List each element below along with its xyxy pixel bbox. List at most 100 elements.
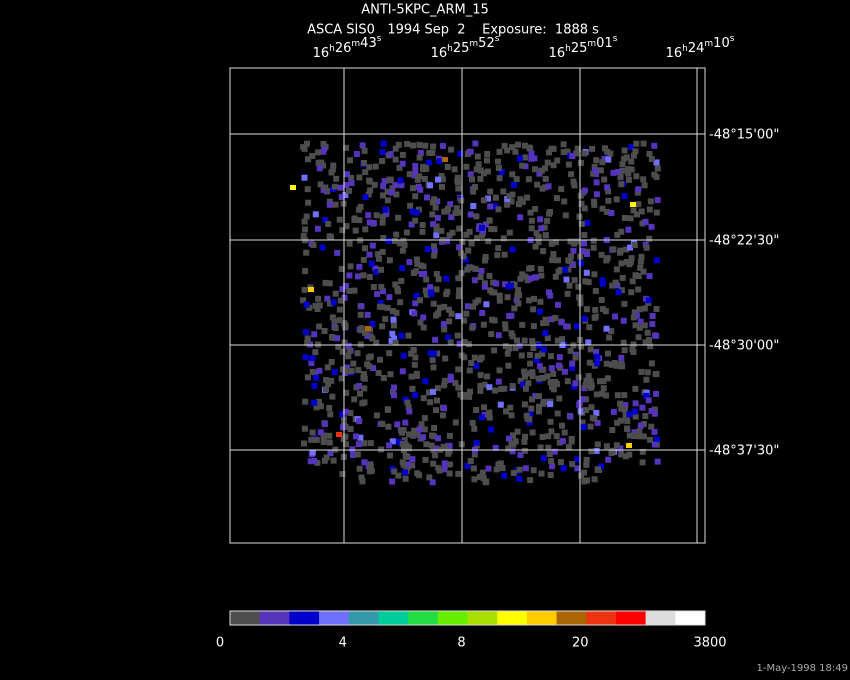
sky-pixel <box>493 466 500 473</box>
sky-pixel <box>359 142 366 149</box>
sky-pixel <box>628 255 635 262</box>
sky-pixel <box>392 339 399 346</box>
sky-pixel <box>645 397 652 404</box>
sky-pixel <box>305 199 312 206</box>
sky-pixel <box>518 352 525 359</box>
sky-pixel <box>389 308 396 315</box>
sky-pixel <box>343 389 350 396</box>
sky-pixel <box>422 287 429 294</box>
sky-pixel <box>588 448 595 455</box>
sky-pixel <box>365 191 372 198</box>
sky-pixel <box>535 408 542 415</box>
sky-pixel <box>396 240 403 247</box>
sky-pixel <box>389 478 396 485</box>
sky-pixel <box>362 194 369 201</box>
sky-pixel <box>400 237 407 244</box>
sky-pixel <box>430 460 437 467</box>
sky-pixel <box>485 195 491 202</box>
sky-pixel <box>461 339 468 345</box>
sky-pixel <box>620 339 627 346</box>
sky-pixel <box>611 360 618 366</box>
sky-pixel <box>488 331 495 338</box>
sky-pixel <box>326 280 333 287</box>
sky-pixel <box>636 306 643 313</box>
sky-pixel <box>503 408 509 415</box>
sky-pixel <box>343 144 350 151</box>
sky-pixel <box>565 257 572 264</box>
sky-pixel <box>352 433 359 440</box>
sky-pixel <box>373 339 380 346</box>
sky-pixel <box>328 359 335 365</box>
sky-pixel <box>321 457 328 464</box>
sky-pixel <box>420 166 427 173</box>
colorbar-swatch <box>467 611 498 625</box>
sky-pixel <box>381 178 388 185</box>
sky-pixel <box>541 224 548 231</box>
sky-pixel <box>585 373 592 380</box>
sky-pixel <box>489 289 496 296</box>
sky-pixel <box>441 377 448 384</box>
ra-label: 16h24m10s <box>666 34 735 61</box>
sky-pixel <box>562 212 569 219</box>
sky-pixel <box>537 266 544 272</box>
sky-pixel <box>473 166 480 173</box>
sky-pixel <box>533 230 540 237</box>
sky-pixel <box>467 458 474 464</box>
sky-pixel <box>456 287 463 294</box>
sky-pixel <box>395 288 401 295</box>
sky-pixel <box>420 314 427 321</box>
sky-pixel <box>423 291 430 298</box>
sky-pixel <box>605 197 612 204</box>
sky-pixel <box>434 350 441 357</box>
sky-pixel <box>530 323 537 330</box>
ra-label: 16h26m43s <box>313 34 382 61</box>
sky-pixel <box>361 440 368 447</box>
sky-pixel <box>389 185 396 192</box>
sky-pixel <box>618 228 625 235</box>
colorbar-swatch <box>259 611 290 625</box>
sky-pixel <box>564 378 571 385</box>
sky-pixel <box>585 279 592 286</box>
sky-pixel <box>342 324 349 331</box>
sky-pixel <box>357 311 364 318</box>
sky-pixel <box>593 448 600 454</box>
sky-pixel <box>436 158 443 165</box>
sky-pixel <box>304 374 311 381</box>
sky-pixel <box>416 154 423 161</box>
sky-pixel <box>366 274 373 280</box>
sky-pixel <box>594 419 601 426</box>
sky-pixel <box>455 313 462 320</box>
sky-pixel <box>578 343 585 350</box>
sky-pixel <box>539 434 546 440</box>
sky-pixel <box>441 326 448 333</box>
sky-pixel <box>652 371 659 378</box>
sky-pixel <box>513 297 520 304</box>
sky-pixel <box>535 375 542 382</box>
sky-pixel <box>335 343 342 350</box>
sky-pixel <box>643 389 650 396</box>
sky-pixel <box>646 273 653 280</box>
sky-pixel <box>504 350 511 357</box>
sky-pixel <box>473 407 480 413</box>
sky-pixel <box>345 342 352 349</box>
sky-pixel <box>486 414 493 421</box>
sky-pixel <box>468 240 475 247</box>
sky-pixel <box>631 309 638 316</box>
sky-pixel <box>385 237 392 244</box>
sky-pixel <box>342 370 348 376</box>
sky-pixel <box>471 354 478 361</box>
sky-pixel <box>362 245 368 252</box>
sky-pixel <box>398 182 405 189</box>
sky-pixel <box>521 142 528 149</box>
sky-pixel <box>301 425 308 432</box>
sky-pixel <box>467 211 474 218</box>
sky-pixel <box>434 397 440 404</box>
sky-pixel <box>554 410 561 417</box>
sky-pixel <box>544 373 551 380</box>
sky-pixel <box>517 214 524 221</box>
sky-pixel <box>321 145 328 152</box>
sky-pixel <box>615 168 622 175</box>
sky-pixel <box>441 466 448 473</box>
sky-pixel <box>441 405 448 412</box>
sky-pixel <box>501 385 508 392</box>
